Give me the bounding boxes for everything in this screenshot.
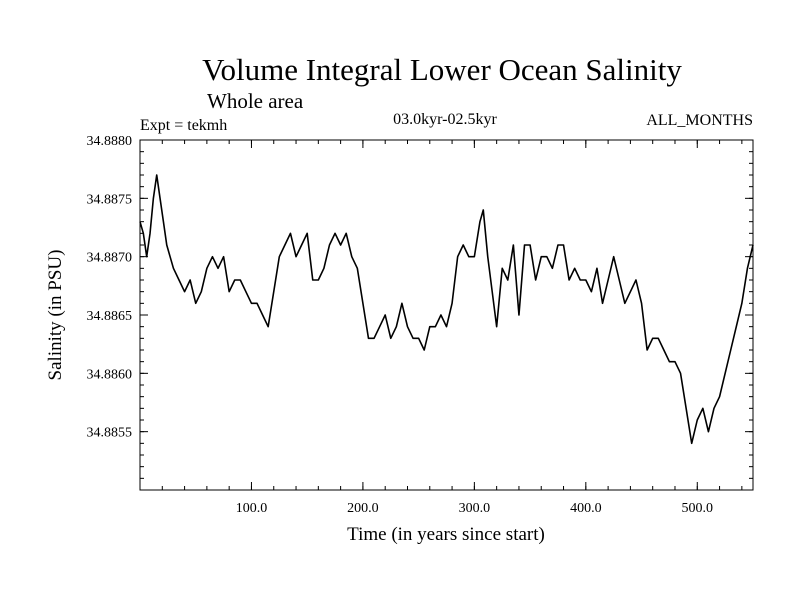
x-tick-label: 400.0 [570,501,602,516]
chart-subtitle: Whole area [207,89,304,113]
x-tick-label: 100.0 [236,501,268,516]
y-tick-label: 34.8870 [87,251,133,266]
plot-frame [139,139,754,491]
experiment-label: Expt = tekmh [140,117,227,134]
x-axis-ticks: 100.0 200.0 300.0 400.0 500.0 [161,140,743,516]
x-tick-label: 200.0 [347,501,379,516]
salinity-series-line [139,174,754,445]
y-tick-label: 34.8860 [87,367,133,382]
y-tick-label: 34.8875 [87,192,133,207]
y-tick-label: 34.8865 [87,309,133,324]
y-axis-label: Salinity (in PSU) [45,250,66,381]
x-tick-label: 300.0 [459,501,491,516]
y-axis-ticks: 34.8855 34.8860 34.8865 34.8870 34.8875 34.88… [87,134,753,491]
period-label: 03.0kyr-02.5kyr [393,111,497,128]
y-tick-label: 34.8855 [87,426,133,441]
y-tick-label: 34.8880 [87,134,133,149]
chart-title: Volume Integral Lower Ocean Salinity [202,52,682,87]
x-tick-label: 500.0 [682,501,714,516]
x-axis-label: Time (in years since start) [347,524,545,545]
months-label: ALL_MONTHS [646,112,753,129]
